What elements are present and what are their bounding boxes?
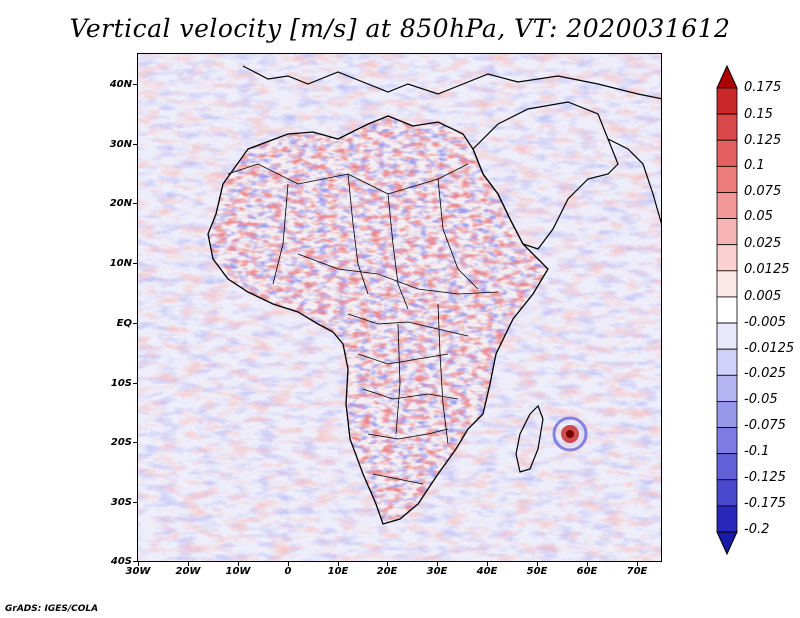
lat-label: 30S xyxy=(110,497,132,508)
lon-label: 30W xyxy=(125,566,151,577)
colorbar-label: 0.005 xyxy=(744,289,782,304)
map-panel xyxy=(137,53,662,562)
lat-label: 10N xyxy=(109,258,132,269)
lon-tick xyxy=(338,562,339,566)
lon-label: 20W xyxy=(175,566,201,577)
colorbar-segment xyxy=(716,322,738,350)
colorbar-label: -0.0125 xyxy=(744,341,795,356)
lon-tick xyxy=(138,562,139,566)
lat-tick xyxy=(133,442,137,443)
lat-label: 20N xyxy=(109,198,132,209)
colorbar-segment xyxy=(716,218,738,246)
lon-tick xyxy=(437,562,438,566)
lon-label: 30E xyxy=(426,566,448,577)
colorbar-label: 0.05 xyxy=(744,209,773,224)
lon-tick xyxy=(288,562,289,566)
india-coastline xyxy=(607,138,661,225)
cyclone-feature xyxy=(552,416,588,452)
lat-label: 30N xyxy=(109,139,132,150)
colorbar-label: 0.175 xyxy=(744,80,782,95)
lat-label: 20S xyxy=(110,437,132,448)
lat-label: EQ xyxy=(116,318,132,329)
colorbar-label: 0.1 xyxy=(744,158,765,173)
colorbar-label: 0.125 xyxy=(744,133,782,148)
lon-label: 10E xyxy=(327,566,349,577)
colorbar-label: 0.15 xyxy=(744,107,773,122)
lat-label: 40S xyxy=(110,556,132,567)
colorbar-label: -0.2 xyxy=(744,522,770,537)
lat-tick xyxy=(133,203,137,204)
lon-tick xyxy=(188,562,189,566)
madagascar-outline xyxy=(515,404,544,473)
colorbar-segment xyxy=(716,427,738,455)
lat-tick xyxy=(133,263,137,264)
lon-tick xyxy=(238,562,239,566)
colorbar-label: -0.125 xyxy=(744,470,786,485)
colorbar-segment xyxy=(716,348,738,376)
colorbar-segment xyxy=(716,270,738,298)
lon-tick xyxy=(637,562,638,566)
colorbar-arrow-top xyxy=(716,64,738,89)
lon-label: 10W xyxy=(225,566,251,577)
africa-coastline xyxy=(207,115,549,525)
lat-label: 10S xyxy=(110,378,132,389)
colorbar-segment xyxy=(716,165,738,193)
colorbar-label: 0.075 xyxy=(744,184,782,199)
colorbar-label: -0.175 xyxy=(744,496,786,511)
europe-coastline xyxy=(242,65,661,100)
colorbar-label: -0.025 xyxy=(744,366,786,381)
colorbar-arrow-bottom xyxy=(716,531,738,556)
colorbar-segment xyxy=(716,479,738,507)
velocity-field-map xyxy=(138,54,661,561)
lat-tick xyxy=(133,502,137,503)
lat-tick xyxy=(133,383,137,384)
lon-label: 20E xyxy=(376,566,398,577)
arabia-coastline xyxy=(472,101,619,250)
lon-label: 40E xyxy=(476,566,498,577)
lon-tick xyxy=(387,562,388,566)
lon-label: 0 xyxy=(284,566,292,577)
colorbar-label: -0.1 xyxy=(744,444,770,459)
colorbar-label: 0.025 xyxy=(744,236,782,251)
colorbar-label: -0.005 xyxy=(744,315,786,330)
lon-tick xyxy=(487,562,488,566)
colorbar-segment xyxy=(716,113,738,141)
map-title: Vertical velocity [m/s] at 850hPa, VT: 2… xyxy=(69,14,731,43)
lon-label: 50E xyxy=(526,566,548,577)
footer-credit: GrADS: IGES/COLA xyxy=(5,604,99,614)
lat-label: 40N xyxy=(109,79,132,90)
colorbar-segment xyxy=(716,505,738,533)
lat-tick xyxy=(133,561,137,562)
country-borders xyxy=(227,163,499,485)
colorbar-segment xyxy=(716,192,738,219)
lon-label: 60E xyxy=(576,566,598,577)
lon-tick xyxy=(587,562,588,566)
colorbar-segment xyxy=(716,296,738,324)
colorbar-label: 0.0125 xyxy=(744,262,790,277)
colorbar-segment xyxy=(716,453,738,481)
colorbar-label: -0.075 xyxy=(744,418,786,433)
lon-label: 70E xyxy=(626,566,648,577)
colorbar-segment xyxy=(716,401,738,428)
colorbar-segment xyxy=(716,244,738,272)
colorbar-label: -0.05 xyxy=(744,392,778,407)
lon-tick xyxy=(537,562,538,566)
lat-tick xyxy=(133,84,137,85)
colorbar xyxy=(716,64,738,556)
lat-tick xyxy=(133,144,137,145)
colorbar-segment xyxy=(716,374,738,402)
colorbar-segment xyxy=(716,87,738,115)
colorbar-segment xyxy=(716,139,738,167)
lat-tick xyxy=(133,323,137,324)
